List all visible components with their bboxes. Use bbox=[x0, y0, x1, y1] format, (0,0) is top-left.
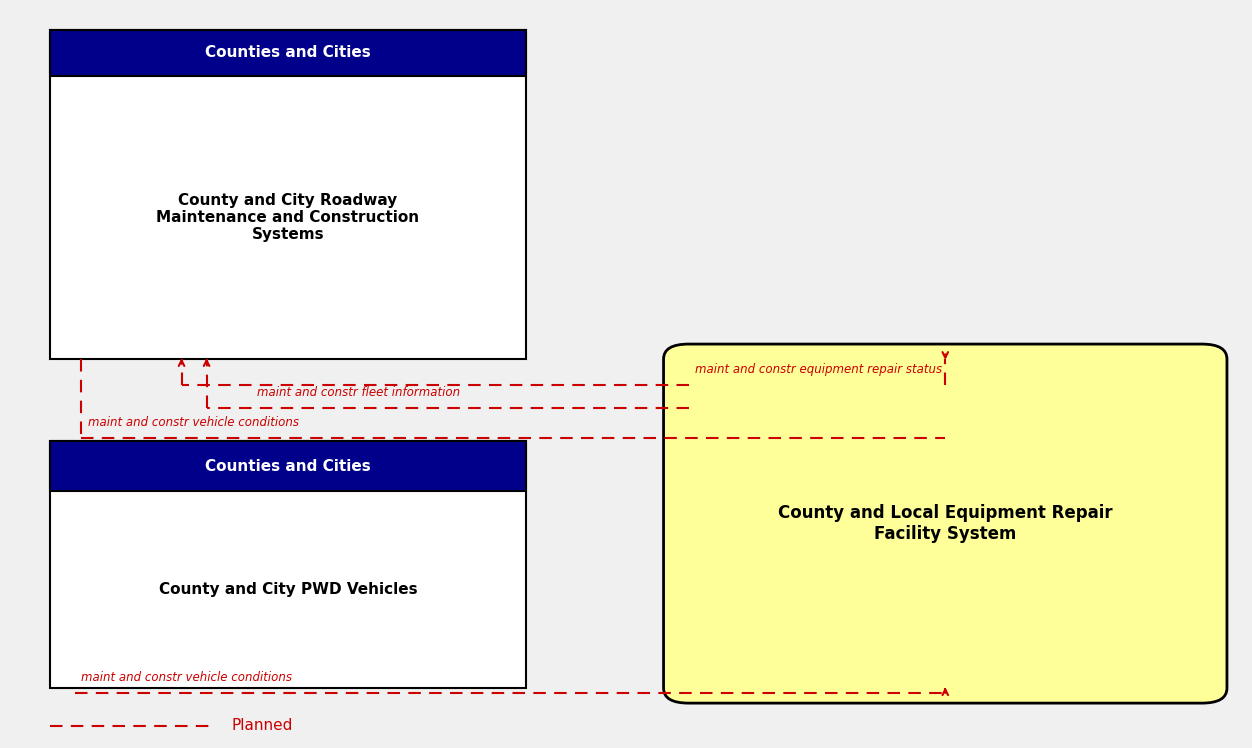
FancyBboxPatch shape bbox=[664, 344, 1227, 703]
Text: Planned: Planned bbox=[232, 718, 293, 733]
FancyBboxPatch shape bbox=[50, 441, 526, 688]
FancyBboxPatch shape bbox=[50, 30, 526, 76]
Text: maint and constr fleet information: maint and constr fleet information bbox=[257, 386, 459, 399]
Text: County and City PWD Vehicles: County and City PWD Vehicles bbox=[159, 582, 417, 597]
Text: maint and constr vehicle conditions: maint and constr vehicle conditions bbox=[81, 672, 293, 684]
FancyBboxPatch shape bbox=[50, 30, 526, 359]
Text: Counties and Cities: Counties and Cities bbox=[205, 459, 371, 473]
Text: maint and constr vehicle conditions: maint and constr vehicle conditions bbox=[88, 416, 299, 429]
Text: maint and constr equipment repair status: maint and constr equipment repair status bbox=[695, 364, 942, 376]
Text: Counties and Cities: Counties and Cities bbox=[205, 46, 371, 61]
Text: County and City Roadway
Maintenance and Construction
Systems: County and City Roadway Maintenance and … bbox=[156, 193, 419, 242]
FancyBboxPatch shape bbox=[50, 441, 526, 491]
Text: County and Local Equipment Repair
Facility System: County and Local Equipment Repair Facili… bbox=[777, 504, 1113, 543]
